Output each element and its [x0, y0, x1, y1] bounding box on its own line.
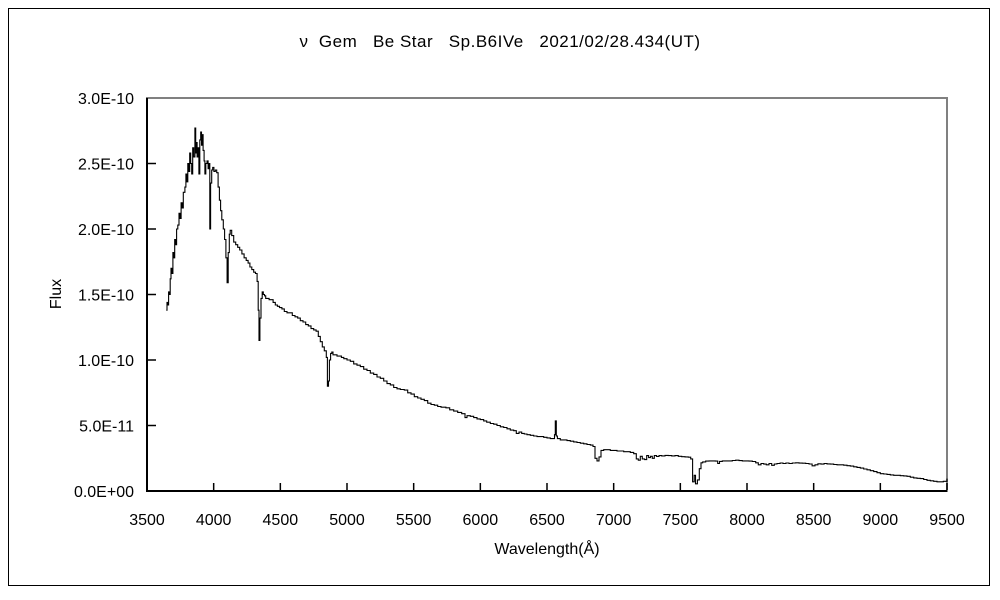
x-tick-label: 7500	[663, 512, 699, 529]
axis-lines	[146, 98, 947, 492]
y-axis-label: Flux	[48, 278, 65, 310]
y-tick-label: 5.0E-11	[79, 419, 134, 436]
y-tick-label: 2.0E-10	[78, 222, 134, 239]
x-tick-label: 4500	[263, 512, 299, 529]
x-tick-label: 6500	[529, 512, 565, 529]
x-axis-label: Wavelength(Å)	[494, 541, 600, 558]
x-tick-label: 9500	[929, 512, 965, 529]
y-tick-label: 3.0E-10	[78, 91, 134, 108]
plot-frame	[146, 97, 948, 492]
x-tick-label: 5500	[396, 512, 432, 529]
y-tick-label: 1.5E-10	[78, 288, 134, 305]
x-tick-label: 6000	[463, 512, 499, 529]
figure-border	[8, 8, 990, 586]
x-tick-label: 4000	[196, 512, 232, 529]
spectrum-curve	[166, 127, 948, 485]
y-tick-label: 1.0E-10	[78, 353, 134, 370]
y-tick-label: 2.5E-10	[78, 157, 134, 174]
chart-title: ν Gem Be Star Sp.B6IVe 2021/02/28.434(UT…	[299, 32, 701, 51]
x-tick-label: 9000	[863, 512, 899, 529]
x-tick-label: 8500	[796, 512, 832, 529]
x-tick-label: 8000	[729, 512, 765, 529]
x-tick-label: 3500	[129, 512, 165, 529]
x-tick-label: 5000	[329, 512, 365, 529]
x-tick-label: 7000	[596, 512, 632, 529]
y-tick-label: 0.0E+00	[74, 484, 134, 501]
